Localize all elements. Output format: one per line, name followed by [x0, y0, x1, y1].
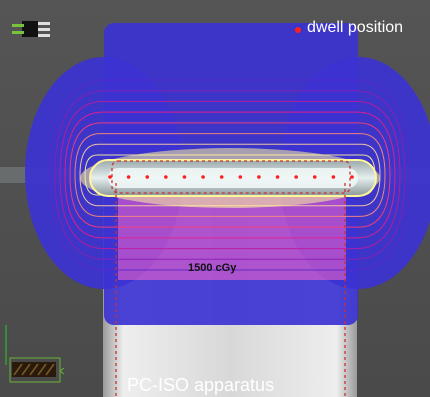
dwell-point	[164, 175, 168, 179]
scale-bar-icon	[5, 325, 65, 383]
dwell-point	[331, 175, 336, 179]
dwell-point	[219, 175, 224, 179]
dwell-point	[108, 175, 112, 179]
dwell-position-marker	[295, 27, 301, 33]
isodose-line	[79, 143, 381, 207]
applicator-icon	[12, 21, 50, 37]
dwell-positions	[108, 175, 354, 179]
isodose-line	[64, 111, 396, 239]
isodose-label: 1500 cGy	[188, 262, 237, 274]
dwell-point	[294, 175, 298, 179]
isodose-line	[59, 100, 401, 250]
dwell-point	[126, 175, 131, 179]
dwell-point	[182, 175, 187, 179]
dwell-point	[275, 175, 280, 179]
isodose-line	[49, 79, 411, 271]
dwell-point	[312, 175, 317, 179]
dwell-point	[145, 175, 150, 179]
isodose-line	[74, 133, 386, 217]
legend-label: dwell position	[307, 19, 404, 36]
catheter-core	[108, 168, 358, 188]
dwell-point	[257, 175, 261, 179]
dwell-point	[350, 175, 354, 179]
dwell-point	[238, 175, 243, 179]
isodose-line	[54, 90, 406, 260]
apparatus-label: PC-ISO apparatus	[127, 375, 275, 395]
dwell-point	[201, 175, 205, 179]
isodose-line	[69, 122, 391, 228]
